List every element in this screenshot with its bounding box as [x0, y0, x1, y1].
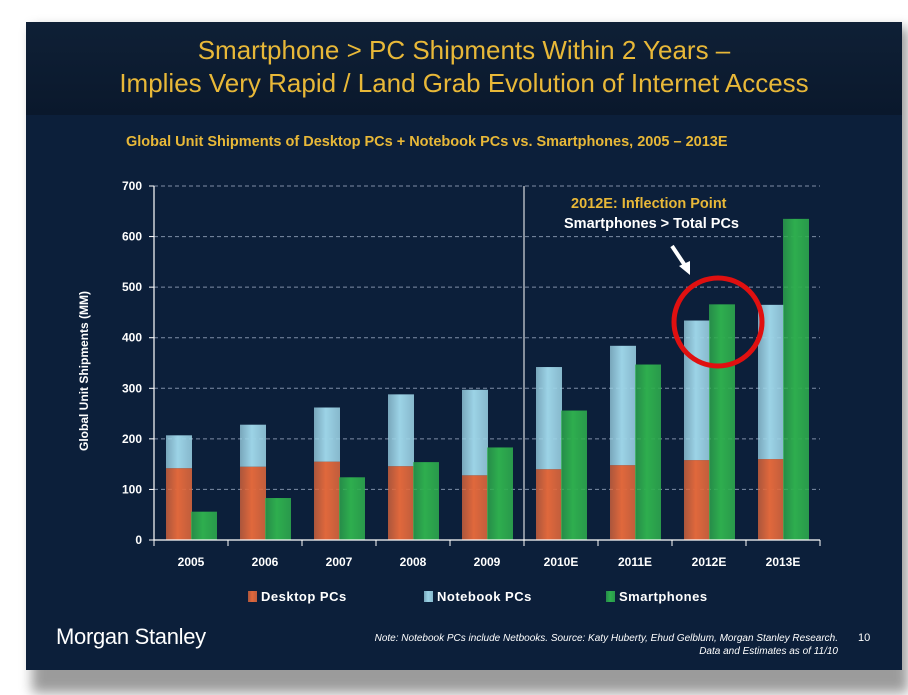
x-tick-label: 2009 [474, 555, 501, 569]
legend-label: Notebook PCs [437, 589, 532, 604]
x-tick-label: 2007 [326, 555, 353, 569]
callout-line-2: Smartphones > Total PCs [564, 216, 739, 232]
bar-notebook-pcs [684, 320, 710, 461]
bar-notebook-pcs [462, 389, 488, 476]
callout: 2012E: Inflection Point Smartphones > To… [564, 196, 765, 369]
x-tick-label: 2006 [252, 555, 279, 569]
title-line-1: Smartphone > PC Shipments Within 2 Years… [197, 35, 731, 65]
bar-desktop-pcs [388, 466, 414, 540]
x-tick-label: 2012E [692, 555, 727, 569]
x-tick-label: 2010E [544, 555, 579, 569]
legend-swatch [424, 591, 433, 602]
callout-line-1: 2012E: Inflection Point [571, 196, 727, 212]
bar-smartphones [413, 462, 439, 540]
y-tick-label: 0 [135, 533, 142, 547]
source-note: Note: Notebook PCs include Netbooks. Sou… [318, 632, 838, 658]
legend: Desktop PCs Notebook PCs Smartphones [248, 589, 708, 604]
bar-notebook-pcs [536, 367, 562, 470]
bar-desktop-pcs [610, 465, 636, 540]
bar-smartphones [561, 410, 587, 540]
legend-swatch [248, 591, 257, 602]
bar-desktop-pcs [240, 466, 266, 540]
title-line-2: Implies Very Rapid / Land Grab Evolution… [119, 68, 809, 98]
bar-smartphones [635, 364, 661, 540]
bar-desktop-pcs [314, 461, 340, 540]
y-tick-label: 300 [122, 381, 142, 395]
bars [166, 218, 809, 540]
bar-desktop-pcs [684, 460, 710, 540]
page-number: 10 [858, 632, 871, 644]
morgan-stanley-logo: Morgan Stanley [56, 624, 206, 649]
y-axis-label: Global Unit Shipments (MM) [77, 291, 91, 451]
x-tick-label: 2008 [400, 555, 427, 569]
axes [153, 186, 821, 546]
chart-subtitle: Global Unit Shipments of Desktop PCs + N… [126, 134, 728, 150]
bar-smartphones [339, 477, 365, 540]
y-tick-label: 200 [122, 432, 142, 446]
y-tick-label: 400 [122, 331, 142, 345]
bar-desktop-pcs [536, 469, 562, 540]
chart: 0 100 200 300 400 500 600 700 2005 2006 2007 2008 20… [77, 179, 821, 604]
title-band [26, 22, 902, 115]
bar-desktop-pcs [166, 468, 192, 540]
bar-notebook-pcs [240, 424, 266, 467]
bar-smartphones [709, 304, 735, 540]
slide-title: Smartphone > PC Shipments Within 2 Years… [26, 34, 902, 100]
bar-notebook-pcs [314, 407, 340, 462]
arrow-icon [670, 244, 690, 275]
note-line-2: Data and Estimates as of 11/10 [699, 646, 838, 657]
x-tick-label: 2011E [618, 555, 652, 569]
note-line-1: Note: Notebook PCs include Netbooks. Sou… [374, 633, 838, 644]
legend-label: Desktop PCs [261, 589, 347, 604]
bar-desktop-pcs [462, 475, 488, 540]
bar-desktop-pcs [758, 459, 784, 540]
bar-notebook-pcs [388, 394, 414, 467]
y-tick-label: 700 [122, 179, 142, 193]
legend-swatch [606, 591, 615, 602]
bar-smartphones [265, 498, 291, 540]
bar-smartphones [191, 511, 217, 540]
inflection-circle [671, 275, 765, 369]
bar-notebook-pcs [610, 345, 636, 466]
y-tick-label: 500 [122, 280, 142, 294]
x-tick-label: 2013E [766, 555, 801, 569]
y-tick-label: 600 [122, 230, 142, 244]
axis-labels: 0 100 200 300 400 500 600 700 2005 2006 2007 2008 20… [77, 179, 800, 569]
x-tick-label: 2005 [178, 555, 205, 569]
legend-label: Smartphones [619, 589, 708, 604]
bar-smartphones [783, 218, 809, 540]
bar-smartphones [487, 447, 513, 540]
slide: Smartphone > PC Shipments Within 2 Years… [26, 22, 902, 670]
y-tick-label: 100 [122, 482, 142, 496]
bar-notebook-pcs [166, 435, 192, 469]
